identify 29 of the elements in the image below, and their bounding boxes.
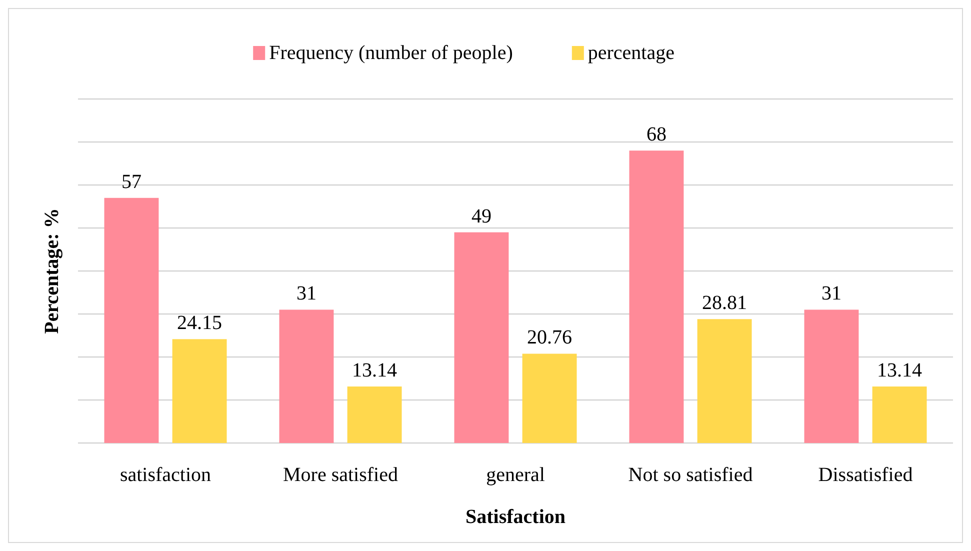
data-label: 20.76 xyxy=(527,326,572,349)
x-tick-label: general xyxy=(486,464,546,486)
x-tick-label: Not so satisfied xyxy=(628,464,753,486)
data-label: 68 xyxy=(646,124,666,146)
bar xyxy=(172,339,227,443)
data-label: 13.14 xyxy=(352,360,398,382)
y-axis-title: Percentage: % xyxy=(41,208,63,334)
x-axis-title: Satisfaction xyxy=(466,506,566,528)
data-label: 49 xyxy=(471,205,492,228)
x-tick-label: Dissatisfied xyxy=(818,464,913,486)
bar xyxy=(629,150,684,443)
data-label: 13.14 xyxy=(877,360,922,382)
data-label: 31 xyxy=(821,282,842,305)
legend-label: Frequency (number of people) xyxy=(269,42,513,64)
bar xyxy=(522,354,577,443)
data-label: 31 xyxy=(296,282,316,305)
bar xyxy=(804,310,859,443)
bar xyxy=(279,310,334,443)
bar xyxy=(872,386,927,443)
bar xyxy=(347,386,402,443)
bar xyxy=(697,319,752,443)
x-tick-label: satisfaction xyxy=(120,464,212,486)
data-label: 28.81 xyxy=(702,292,748,314)
x-tick-label: More satisfied xyxy=(283,464,398,486)
bar xyxy=(104,198,159,443)
data-label: 57 xyxy=(121,170,142,193)
data-label: 24.15 xyxy=(177,312,222,334)
bar xyxy=(454,232,509,443)
legend-label: percentage xyxy=(588,42,675,64)
